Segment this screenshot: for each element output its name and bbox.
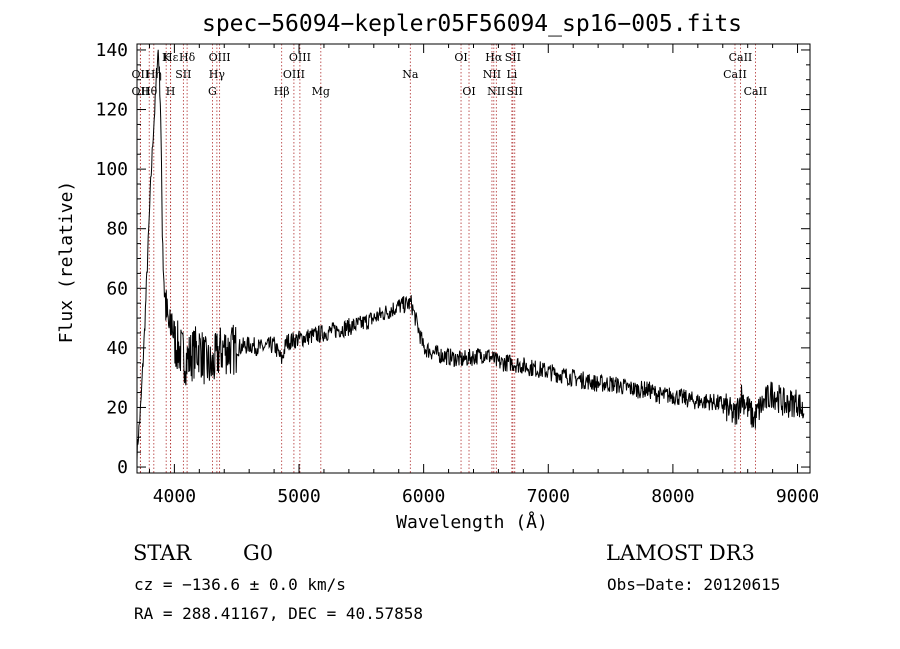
x-tick-label: 8000 [651, 486, 694, 507]
line-label-6: Hθ [141, 85, 158, 98]
line-label-11: G [208, 85, 217, 98]
x-tick-label: 5000 [277, 486, 320, 507]
survey-name: LAMOST DR3 [606, 541, 755, 565]
object-class: STAR [133, 541, 192, 565]
line-label-8: Hδ [179, 51, 196, 64]
line-label-17: OI [454, 51, 467, 64]
object-subclass: G0 [243, 541, 273, 565]
obs-date: Obs−Date: 20120615 [607, 575, 780, 594]
x-axis: 4000 5000 6000 7000 8000 9000 [148, 44, 819, 507]
line-markers [139, 44, 756, 473]
line-label-2: OII [132, 68, 150, 81]
x-tick-label: 6000 [402, 486, 445, 507]
x-tick-label: 4000 [153, 486, 196, 507]
line-label-14: OIII [283, 68, 305, 81]
flux-series-line [136, 49, 805, 462]
coordinates: RA = 288.41167, DEC = 40.57858 [134, 604, 423, 623]
line-label-23: NII [487, 85, 505, 98]
redshift-info: cz = −136.6 ± 0.0 km/s [134, 575, 346, 594]
line-label-26: CaII [723, 68, 747, 81]
line-label-27: CaII [744, 85, 768, 98]
y-tick-label: 20 [106, 397, 128, 418]
line-label-5: OII [132, 85, 150, 98]
line-label-15: Mg [312, 85, 330, 98]
line-label-18: OI [462, 85, 475, 98]
y-tick-label: 120 [95, 100, 128, 121]
line-label-20: SII [505, 51, 521, 64]
line-label-24: SII [507, 85, 523, 98]
y-tick-label: 60 [106, 278, 128, 299]
line-label-12: Hβ [274, 85, 290, 98]
line-label-10: Hγ [209, 68, 226, 81]
line-label-4: SII [175, 68, 191, 81]
x-tick-label: 7000 [527, 486, 570, 507]
line-label-0: Hε [163, 51, 179, 64]
line-label-7: H [166, 85, 176, 98]
line-label-19: Hα [485, 51, 503, 64]
line-label-1: K [162, 51, 171, 64]
line-label-25: CaII [729, 51, 753, 64]
y-tick-label: 80 [106, 219, 128, 240]
y-axis: 0 20 40 60 80 100 120 140 [95, 40, 810, 478]
y-tick-label: 100 [95, 159, 128, 180]
line-label-21: NII [483, 68, 501, 81]
x-tick-label: 9000 [776, 486, 819, 507]
chart-title: spec−56094−kepler05F56094_sp16−005.fits [202, 11, 742, 37]
y-tick-label: 0 [117, 457, 128, 478]
line-label-13: OIII [289, 51, 311, 64]
y-axis-label: Flux (relative) [56, 181, 77, 344]
line-label-9: OIII [209, 51, 231, 64]
line-label-16: Na [402, 68, 419, 81]
line-label-22: Li [506, 68, 517, 81]
line-label-3: Hη [146, 68, 162, 81]
y-tick-label: 40 [106, 338, 128, 359]
y-tick-label: 140 [95, 40, 128, 61]
x-axis-label: Wavelength (Å) [396, 511, 548, 533]
